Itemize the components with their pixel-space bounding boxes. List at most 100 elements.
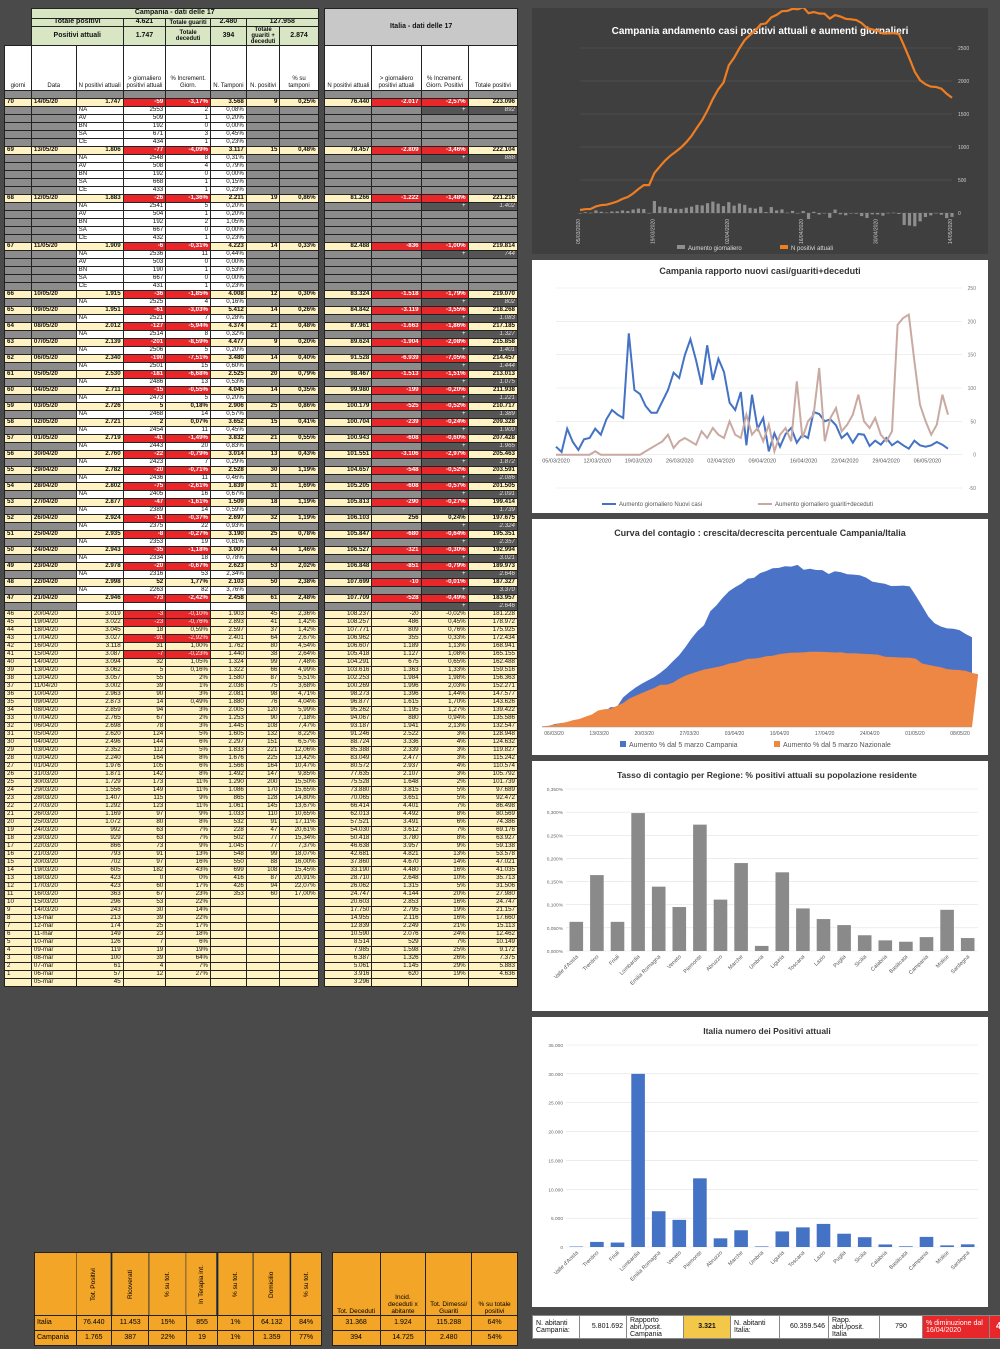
table-cell <box>318 98 325 107</box>
table-cell: 2.978 <box>75 562 124 571</box>
bar-aumento <box>822 213 827 214</box>
table-cell <box>420 170 469 179</box>
table-cell: 17,11% <box>279 818 319 827</box>
table-cell: 60 <box>245 890 281 899</box>
table-cell: 7,47% <box>279 722 319 731</box>
table-cell: 22/04/20 <box>30 578 77 587</box>
table-cell <box>467 266 518 275</box>
table-cell: 39 <box>122 682 167 691</box>
table-cell <box>318 866 325 875</box>
table-cell <box>318 810 325 819</box>
table-cell: 1.324 <box>210 658 247 667</box>
table-cell: 2506 <box>122 346 167 355</box>
table-cell: -127 <box>122 322 167 331</box>
table-cell: 89.624 <box>324 338 373 347</box>
table-cell <box>318 90 325 99</box>
table-cell: 66.414 <box>324 802 373 811</box>
table-cell: 41 <box>245 618 281 627</box>
table-cell: + <box>420 458 469 467</box>
table-cell <box>318 490 325 499</box>
table-cell: 2,36% <box>279 610 319 619</box>
table-cell: 80 <box>122 818 167 827</box>
summary-header: % su totale positivi <box>471 1252 518 1316</box>
table-cell: 14 <box>245 242 281 251</box>
bar-aumento <box>700 205 704 213</box>
table-cell: 504 <box>122 210 167 219</box>
table-cell: -1,79% <box>420 290 469 299</box>
table-cell: 1,98% <box>420 674 469 683</box>
table-cell: 30 <box>4 738 32 747</box>
table-cell: 0,59% <box>210 506 247 515</box>
table-cell <box>420 130 469 139</box>
table-cell: 6% <box>165 762 212 771</box>
table-cell: 0,26% <box>279 306 319 315</box>
province-row: +2.646 <box>4 602 518 611</box>
column-header: N positivi attuali <box>75 45 124 91</box>
chart-rapporto-nuovi-guariti: Campania rapporto nuovi casi/guariti+dec… <box>542 266 976 508</box>
bar <box>693 1178 707 1247</box>
table-cell <box>4 282 32 291</box>
y-tick-label: 0,350% <box>547 787 564 793</box>
table-cell: 5.412 <box>210 306 247 315</box>
table-cell: 27/04/20 <box>30 498 77 507</box>
table-cell: -836 <box>371 242 422 251</box>
y-tick-label: 0 <box>560 1245 563 1251</box>
table-cell: 104.291 <box>324 658 373 667</box>
table-cell: 15,45% <box>279 866 319 875</box>
table-cell <box>210 938 247 947</box>
table-cell <box>371 162 422 171</box>
bar <box>631 813 645 951</box>
summary-table: Tot. Positivi Ricoverati% su tot. In Terap… <box>34 1252 518 1346</box>
table-cell <box>30 490 77 499</box>
table-cell <box>318 930 325 939</box>
table-cell: 16 <box>4 850 32 859</box>
table-cell: 07-mar <box>30 962 77 971</box>
table-cell: 91 <box>245 818 281 827</box>
table-cell: 207.428 <box>467 434 518 443</box>
line-positivi <box>579 5 953 212</box>
table-cell: 3.190 <box>210 530 247 539</box>
table-cell: 11% <box>165 802 212 811</box>
legend-label: Aumento % dal 5 marzo Nazionale <box>783 742 891 749</box>
summary-row: Campania 1.765 387 22% 19 1% 1.359 77% 394 14.725… <box>34 1330 518 1346</box>
table-cell: 37 <box>245 626 281 635</box>
table-cell: 55 <box>122 674 167 683</box>
table-cell: 1 <box>165 186 212 195</box>
column-header-row: giorni Data N positivi attuali > giornalier… <box>4 45 518 91</box>
table-cell: 17% <box>165 922 212 931</box>
bar-aumento <box>764 212 768 213</box>
table-cell <box>318 514 325 523</box>
table-row: 8 13-mar 213 39 22% 14.955 2.116 16% 17.660 <box>4 914 518 923</box>
table-cell: NA <box>75 378 124 387</box>
table-cell: -0,20% <box>420 386 469 395</box>
table-cell: 8% <box>420 834 469 843</box>
table-cell: 29 <box>4 746 32 755</box>
bar <box>837 1233 851 1247</box>
table-cell: 1.396 <box>371 690 422 699</box>
table-cell <box>318 898 325 907</box>
bar-aumento <box>594 210 598 213</box>
table-cell <box>318 290 325 299</box>
chart-panel-3: Curva del contagio : crescita/decrescita… <box>532 519 988 755</box>
table-cell: 24/04/20 <box>30 546 77 555</box>
table-cell <box>4 218 32 227</box>
table-cell: 201.505 <box>467 482 518 491</box>
table-cell: 132 <box>245 730 281 739</box>
table-cell: 218.268 <box>467 306 518 315</box>
table-cell: 2.935 <box>75 530 124 539</box>
chart-title: Campania rapporto nuovi casi/guariti+dec… <box>659 266 860 276</box>
table-cell: 1.072 <box>75 818 124 827</box>
bar <box>775 872 790 951</box>
table-cell: -2,97% <box>420 450 469 459</box>
table-cell <box>420 258 469 267</box>
table-cell: 1% <box>165 682 212 691</box>
province-row: CE 434 1 0,23% <box>4 138 518 147</box>
table-cell: 3.117 <box>210 146 247 155</box>
table-cell <box>279 378 319 387</box>
table-cell: 4 <box>122 962 167 971</box>
table-cell: 14 <box>4 866 32 875</box>
x-tick-label: Trentino <box>582 954 600 972</box>
table-cell <box>318 770 325 779</box>
table-cell: 2.340 <box>75 354 124 363</box>
table-cell: 2.352 <box>75 746 124 755</box>
